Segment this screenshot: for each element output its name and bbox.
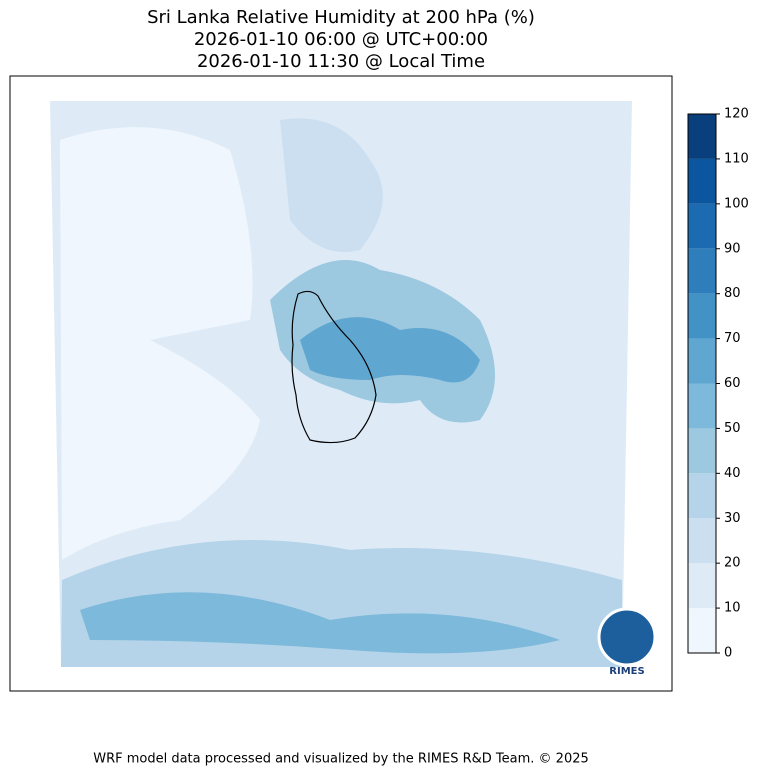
logo-text: RIMES (609, 666, 644, 677)
tick-label: 90 (724, 241, 741, 256)
tick-label: 0 (724, 646, 732, 661)
colorbar-segment (688, 203, 716, 249)
colorbar-segment (688, 338, 716, 384)
logo (597, 607, 657, 667)
tick-label: 30 (724, 511, 741, 526)
colorbar-segment (688, 473, 716, 519)
colorbar-segment (688, 518, 716, 564)
tick-label: 70 (724, 331, 741, 346)
tick-label: 60 (724, 376, 741, 391)
colorbar: 0 10 20 30 40 50 60 70 80 90 100 110 120 (687, 107, 749, 661)
tick-label: 10 (724, 601, 741, 616)
tick-label: 110 (724, 151, 749, 166)
coastline (291, 290, 377, 444)
field-band (280, 118, 383, 252)
footer: WRF model data processed and visualized … (93, 752, 589, 767)
tick-label: 50 (724, 421, 741, 436)
field-low (60, 127, 260, 560)
map: RIMES (9, 75, 673, 692)
field-band (80, 592, 560, 654)
colorbar-segment (688, 383, 716, 429)
title-line: 2026-01-10 11:30 @ Local Time (197, 51, 485, 72)
tick-label: 120 (724, 107, 749, 122)
colorbar-segment (688, 608, 716, 653)
colorbar-segment (688, 428, 716, 474)
tick-label: 100 (724, 196, 749, 211)
colorbar-segment (688, 563, 716, 609)
tick-label: 20 (724, 556, 741, 571)
title-line: 2026-01-10 06:00 @ UTC+00:00 (194, 29, 488, 50)
colorbar-segment (688, 293, 716, 339)
field-band (300, 317, 480, 383)
tick-label: 80 (724, 286, 741, 301)
colorbar-segment (688, 114, 716, 159)
title-line: Sri Lanka Relative Humidity at 200 hPa (… (147, 7, 535, 28)
colorbar-segment (688, 158, 716, 204)
tick-label: 40 (724, 466, 741, 481)
colorbar-segment (688, 248, 716, 294)
